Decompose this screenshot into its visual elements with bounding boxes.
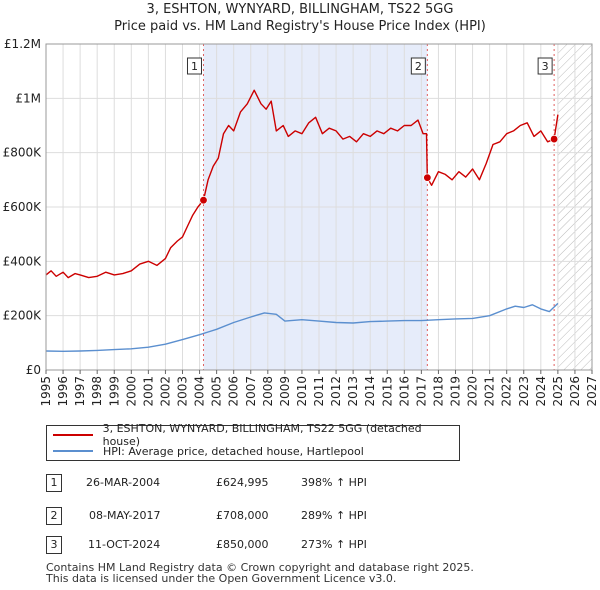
x-tick-label: 1998	[90, 376, 104, 407]
x-tick-label: 2008	[261, 376, 275, 407]
x-tick-label: 2021	[483, 376, 497, 407]
x-tick-label: 2002	[158, 376, 172, 407]
x-tick-label: 2023	[517, 376, 531, 407]
legend-label-hpi: HPI: Average price, detached house, Hart…	[103, 444, 364, 458]
x-tick-label: 2017	[414, 376, 428, 407]
footer-licence: This data is licensed under the Open Gov…	[46, 572, 397, 585]
sale-hpi-change: 289% ↑ HPI	[301, 509, 367, 522]
sale-price: £624,995	[216, 476, 269, 489]
legend-swatch-hpi	[53, 450, 93, 452]
chart-subtitle: Price paid vs. HM Land Registry's House …	[114, 19, 486, 34]
legend-label-property: 3, ESHTON, WYNYARD, BILLINGHAM, TS22 5GG…	[102, 422, 422, 448]
x-tick-label: 2019	[449, 376, 463, 407]
x-tick-label: 2022	[500, 376, 514, 407]
x-tick-label: 2024	[534, 376, 548, 407]
y-tick-label: £200K	[3, 309, 43, 323]
x-tick-label: 2004	[193, 376, 207, 407]
sale-label-box	[537, 57, 553, 75]
x-tick-label: 2001	[141, 376, 155, 407]
sale-label: 1	[191, 60, 198, 73]
x-tick-label: 2027	[585, 376, 599, 407]
sale-date: 11-OCT-2024	[88, 538, 161, 551]
sale-number-badge: 3	[46, 536, 62, 554]
legend: 3, ESHTON, WYNYARD, BILLINGHAM, TS22 5GG…	[46, 422, 460, 461]
x-tick-label: 2007	[244, 376, 258, 407]
y-tick-label: £800K	[3, 146, 43, 160]
x-tick-label: 1999	[107, 376, 121, 407]
property-price-line	[46, 89, 559, 279]
x-tick-label: 2026	[568, 376, 582, 407]
y-tick-label: £400K	[3, 254, 43, 268]
sale-number-badge: 1	[46, 474, 62, 492]
x-tick-label: 2020	[466, 376, 480, 407]
footer-copyright: Contains HM Land Registry data © Crown c…	[46, 561, 474, 574]
legend-swatch-property	[53, 434, 93, 436]
y-tick-label: £0	[26, 363, 41, 377]
x-tick-label: 2013	[346, 376, 360, 407]
legend-item-hpi: HPI: Average price, detached house, Hart…	[53, 443, 364, 459]
x-tick-label: 2015	[380, 376, 394, 407]
y-tick-label: £1M	[15, 91, 41, 105]
chart-title: 3, ESHTON, WYNYARD, BILLINGHAM, TS22 5GG	[146, 2, 454, 17]
x-tick-label: 1997	[73, 376, 87, 407]
sale-date: 08-MAY-2017	[89, 509, 161, 522]
y-tick-label: £1.2M	[4, 37, 41, 51]
x-tick-label: 2011	[312, 376, 326, 407]
sale-point	[423, 173, 432, 182]
table-row: 2 08-MAY-2017 £708,000 289% ↑ HPI	[46, 507, 586, 525]
hpi-line	[46, 302, 559, 352]
x-tick-label: 2014	[363, 376, 377, 407]
sale-number-badge: 2	[46, 507, 62, 525]
x-tick-label: 2005	[210, 376, 224, 407]
x-tick-label: 2010	[295, 376, 309, 407]
x-tick-label: 2025	[551, 376, 565, 407]
x-tick-label: 1995	[39, 376, 53, 407]
x-tick-label: 1996	[56, 376, 70, 407]
sale-price: £708,000	[216, 509, 269, 522]
y-tick-label: £600K	[3, 200, 43, 214]
table-row: 3 11-OCT-2024 £850,000 273% ↑ HPI	[46, 536, 586, 554]
sale-label: 2	[415, 60, 422, 73]
x-tick-label: 2000	[124, 376, 138, 407]
x-tick-label: 2012	[329, 376, 343, 407]
sale-label-box	[410, 57, 426, 75]
sale-label: 3	[542, 60, 549, 73]
sale-label-box	[186, 57, 202, 75]
sale-hpi-change: 398% ↑ HPI	[301, 476, 367, 489]
x-tick-label: 2016	[397, 376, 411, 407]
sale-hpi-change: 273% ↑ HPI	[301, 538, 367, 551]
table-row: 1 26-MAR-2004 £624,995 398% ↑ HPI	[46, 474, 586, 492]
sale-point	[549, 134, 559, 144]
sale-date: 26-MAR-2004	[86, 476, 161, 489]
sale-point	[199, 196, 208, 205]
x-tick-label: 2006	[227, 376, 241, 407]
x-tick-label: 2003	[176, 376, 190, 407]
x-tick-label: 2018	[431, 376, 445, 407]
sale-price: £850,000	[216, 538, 269, 551]
legend-item-property: 3, ESHTON, WYNYARD, BILLINGHAM, TS22 5GG…	[53, 422, 459, 448]
x-tick-label: 2009	[278, 376, 292, 407]
